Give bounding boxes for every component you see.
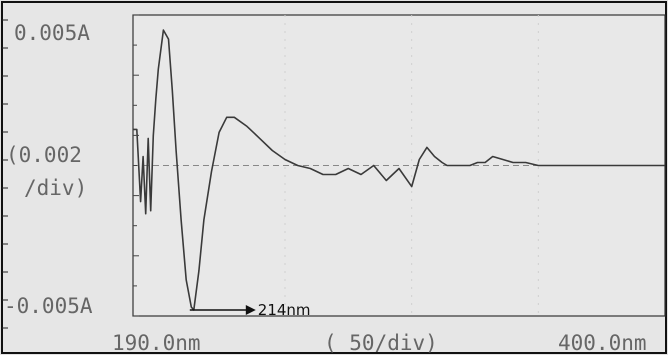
- x-mid-label: ( 50/div): [324, 331, 438, 355]
- y-top-label: 0.005A: [14, 21, 90, 45]
- y-scale-label-2: /div): [24, 176, 87, 200]
- edge-ticks: [2, 19, 8, 329]
- spectrum-line: [133, 29, 665, 311]
- annotation-label: 214nm: [258, 301, 311, 319]
- annotation-arrowhead: [245, 304, 256, 315]
- x-end-label: 400.0nm: [558, 331, 647, 355]
- y-scale-label-1: (0.002: [6, 143, 82, 167]
- x-start-label: 190.0nm: [112, 331, 201, 355]
- y-bottom-label: -0.005A: [4, 294, 93, 318]
- y-axis-ticks: [133, 14, 139, 317]
